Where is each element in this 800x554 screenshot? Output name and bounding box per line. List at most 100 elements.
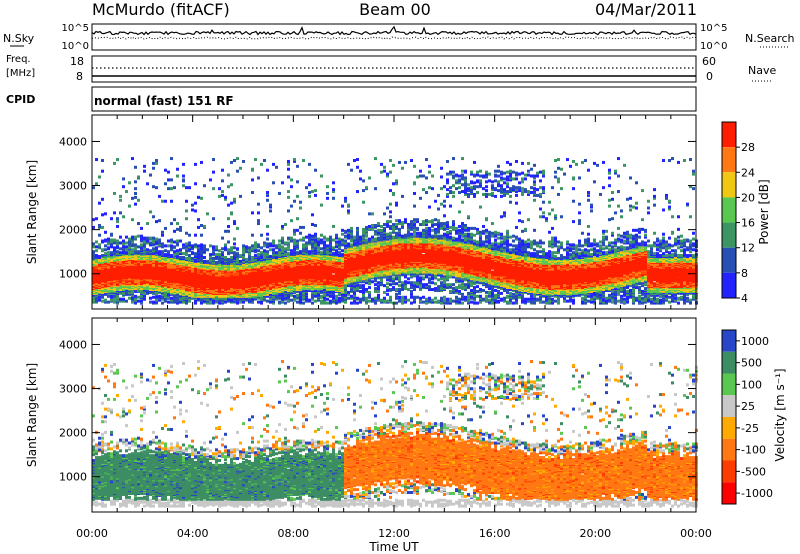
heatmap-cell [125, 245, 128, 249]
heatmap-cell [263, 241, 266, 245]
heatmap-cell [161, 245, 164, 249]
heatmap-cell [107, 300, 110, 304]
heatmap-cell [257, 219, 260, 223]
heatmap-cell [197, 195, 200, 199]
heatmap-cell [104, 298, 107, 302]
heatmap-cell [266, 237, 269, 241]
heatmap-cell [179, 252, 182, 256]
heatmap-cell [170, 274, 173, 278]
heatmap-cell [236, 226, 239, 230]
heatmap-cell [368, 212, 371, 216]
heatmap-cell [185, 242, 188, 246]
heatmap-cell [266, 191, 269, 195]
heatmap-cell [152, 247, 155, 251]
heatmap-cell [329, 244, 332, 248]
heatmap-cell [143, 297, 146, 301]
heatmap-cell [377, 281, 380, 285]
heatmap-cell [185, 290, 188, 294]
heatmap-cell [140, 239, 143, 243]
heatmap-cell [329, 294, 332, 298]
heatmap-cell [182, 243, 185, 247]
heatmap-cell [146, 236, 149, 240]
heatmap-cell [365, 296, 368, 300]
heatmap-cell [329, 299, 332, 303]
heatmap-cell [227, 257, 230, 261]
heatmap-cell [332, 252, 335, 256]
heatmap-cell [137, 245, 140, 249]
heatmap-cell [371, 227, 374, 231]
heatmap-cell [182, 256, 185, 260]
heatmap-cell [197, 257, 200, 261]
heatmap-cell [251, 256, 254, 260]
heatmap-cell [155, 253, 158, 257]
heatmap-cell [293, 238, 296, 242]
heatmap-cell [266, 232, 269, 236]
heatmap-cell [221, 193, 224, 197]
heatmap-cell [194, 252, 197, 256]
heatmap-cell [170, 298, 173, 302]
heatmap-cell [287, 252, 290, 256]
heatmap-cell [287, 175, 290, 179]
heatmap-cell [188, 299, 191, 303]
heatmap-cell [332, 181, 335, 185]
heatmap-cell [233, 251, 236, 255]
noise-left-label: N.Sky [3, 32, 35, 45]
heatmap-cell [113, 248, 116, 252]
heatmap-cell [176, 222, 179, 226]
heatmap-cell [320, 238, 323, 242]
heatmap-cell [164, 270, 167, 274]
heatmap-cell [272, 181, 275, 185]
heatmap-cell [254, 246, 257, 250]
heatmap-cell [122, 242, 125, 246]
heatmap-cell [362, 189, 365, 193]
heatmap-cell [257, 202, 260, 206]
heatmap-cell [305, 241, 308, 245]
heatmap-cell [137, 250, 140, 254]
heatmap-cell [143, 290, 146, 294]
heatmap-cell [353, 235, 356, 239]
heatmap-cell [209, 178, 212, 182]
heatmap-cell [341, 232, 344, 236]
heatmap-cell [188, 241, 191, 245]
heatmap-cell [128, 237, 131, 241]
heatmap-cell [290, 236, 293, 240]
heatmap-cell [374, 287, 377, 291]
heatmap-cell [95, 245, 98, 249]
heatmap-cell [194, 162, 197, 166]
heatmap-cell [107, 237, 110, 241]
heatmap-cell [110, 217, 113, 221]
heatmap-cell [230, 211, 233, 215]
heatmap-cell [101, 288, 104, 292]
heatmap-cell [92, 250, 95, 254]
heatmap-cell [377, 287, 380, 291]
heatmap-cell [311, 301, 314, 305]
heatmap-cell [158, 294, 161, 298]
heatmap-cell [272, 256, 275, 260]
cpid-panel: CPID normal (fast) 151 RF [6, 86, 697, 112]
heatmap-cell [362, 179, 365, 183]
heatmap-cell [155, 246, 158, 250]
heatmap-cell [116, 245, 119, 249]
heatmap-cell [323, 293, 326, 297]
heatmap-cell [326, 185, 329, 189]
heatmap-cell [242, 251, 245, 255]
heatmap-cell [284, 301, 287, 305]
heatmap-cell [332, 196, 335, 200]
heatmap-cell [230, 246, 233, 250]
heatmap-cell [173, 245, 176, 249]
heatmap-cell [233, 220, 236, 224]
heatmap-cell [266, 224, 269, 228]
heatmap-cell [170, 178, 173, 182]
heatmap-cell [146, 260, 149, 264]
heatmap-cell [92, 300, 95, 304]
heatmap-cell [305, 297, 308, 301]
heatmap-cell [176, 252, 179, 256]
heatmap-cell [302, 295, 305, 299]
heatmap-cell [326, 191, 329, 195]
heatmap-cell [302, 159, 305, 163]
heatmap-cell [320, 233, 323, 237]
nave-tick-bottom: 0 [706, 70, 713, 83]
heatmap-cell [260, 162, 263, 166]
heatmap-cell [134, 264, 137, 268]
heatmap-cell [323, 243, 326, 247]
